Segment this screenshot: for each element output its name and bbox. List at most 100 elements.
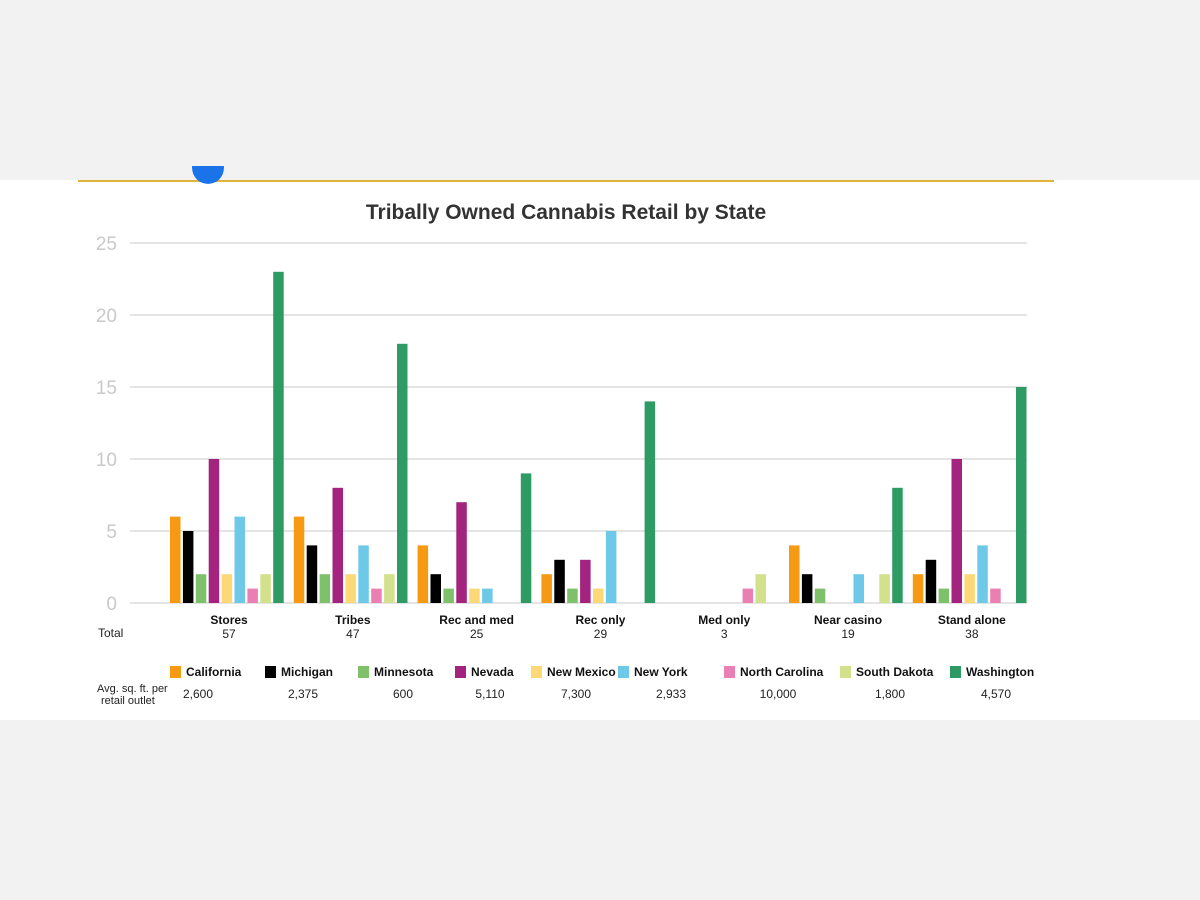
bar-new-mexico [964,574,975,603]
bar-california [417,545,429,603]
bar-michigan [554,559,565,603]
avg-sqft-value: 5,110 [475,687,504,701]
chart-card [0,180,1200,720]
total-value: 25 [470,627,484,641]
bar-california [170,516,181,603]
bar-minnesota [443,588,454,603]
avg-sqft-value: 2,375 [288,687,318,701]
bar-nevada [456,502,467,603]
y-tick-label: 0 [106,594,117,615]
bar-north-carolina [247,588,258,603]
total-value: 57 [222,627,236,641]
y-tick-label: 5 [106,522,117,543]
avg-sqft-value: 2,600 [183,687,213,701]
bar-michigan [182,531,194,603]
total-value: 38 [965,627,979,641]
bar-washington [644,401,656,603]
bar-new-mexico [593,588,604,603]
bar-new-york [358,545,369,603]
avg-sqft-label-line1: Avg. sq. ft. per [97,683,168,695]
bar-washington [520,473,532,603]
x-category-label: Stores [210,613,248,627]
total-value: 47 [346,627,360,641]
avg-sqft-value: 4,570 [981,687,1011,701]
legend-label: Michigan [281,665,333,679]
bar-north-carolina [742,588,754,603]
blue-dot-icon [192,166,224,184]
legend-swatch [950,666,961,678]
bar-new-york [977,545,988,603]
y-tick-label: 10 [96,450,117,471]
avg-sqft-value: 10,000 [760,687,797,701]
bar-new-york [234,516,245,603]
legend-swatch [531,666,542,678]
avg-sqft-value: 2,933 [656,687,686,701]
bar-nevada [208,459,220,603]
bar-minnesota [195,574,207,603]
bar-michigan [925,559,937,603]
avg-sqft-values: 2,600 2,375 600 5,110 7,300 2,933 10,000 1,800 4… [183,687,1011,701]
x-category-label: Rec only [575,613,625,627]
bar-minnesota [814,588,826,603]
legend: California Michigan Minnesota Nevada New Mex… [170,665,1034,679]
x-category-label: Stand alone [938,613,1006,627]
avg-sqft-value: 600 [393,687,413,701]
legend-swatch [265,666,276,678]
bar-michigan [801,574,813,603]
bar-new-york [605,531,617,603]
bar-new-york [853,574,864,603]
bar-new-mexico [221,574,233,603]
bar-nevada [951,459,962,603]
total-value: 3 [721,627,728,641]
legend-label: Washington [966,665,1034,679]
bar-new-york [482,588,493,603]
bar-north-carolina [990,588,1001,603]
legend-swatch [358,666,369,678]
bar-california [912,574,924,603]
y-tick-label: 15 [96,378,117,399]
legend-swatch [724,666,735,678]
legend-label: California [186,665,242,679]
legend-label: Minnesota [374,665,434,679]
avg-sqft-value: 7,300 [561,687,591,701]
bar-washington [397,343,408,603]
total-value: 19 [841,627,855,641]
bar-washington [1016,387,1027,603]
bar-minnesota [938,588,950,603]
legend-swatch [840,666,851,678]
bar-minnesota [567,588,578,603]
bar-washington [273,271,284,603]
bar-california [293,516,305,603]
legend-swatch [618,666,629,678]
legend-label: North Carolina [740,665,824,679]
bar-minnesota [319,574,331,603]
chart-title: Tribally Owned Cannabis Retail by State [366,201,766,224]
y-axis: 0 5 10 15 20 25 [96,234,117,615]
bar-new-mexico [345,574,356,603]
bar-california [789,545,800,603]
bar-michigan [306,545,318,603]
top-divider [78,180,1054,182]
bar-nevada [580,559,591,603]
bar-north-carolina [371,588,382,603]
bar-south-dakota [879,574,890,603]
avg-sqft-label-line2: retail outlet [101,695,155,707]
y-tick-label: 25 [96,234,117,255]
x-category-label: Rec and med [439,613,514,627]
bar-michigan [430,574,441,603]
legend-swatch [455,666,466,678]
bar-washington [892,487,903,603]
x-category-label: Med only [698,613,750,627]
bar-new-mexico [469,588,480,603]
x-category-label: Tribes [335,613,371,627]
x-category-label: Near casino [814,613,882,627]
bar-south-dakota [755,574,766,603]
bar-south-dakota [260,574,271,603]
total-value: 29 [594,627,608,641]
legend-swatch [170,666,181,678]
bar-california [541,574,552,603]
bar-nevada [332,487,343,603]
avg-sqft-value: 1,800 [875,687,905,701]
